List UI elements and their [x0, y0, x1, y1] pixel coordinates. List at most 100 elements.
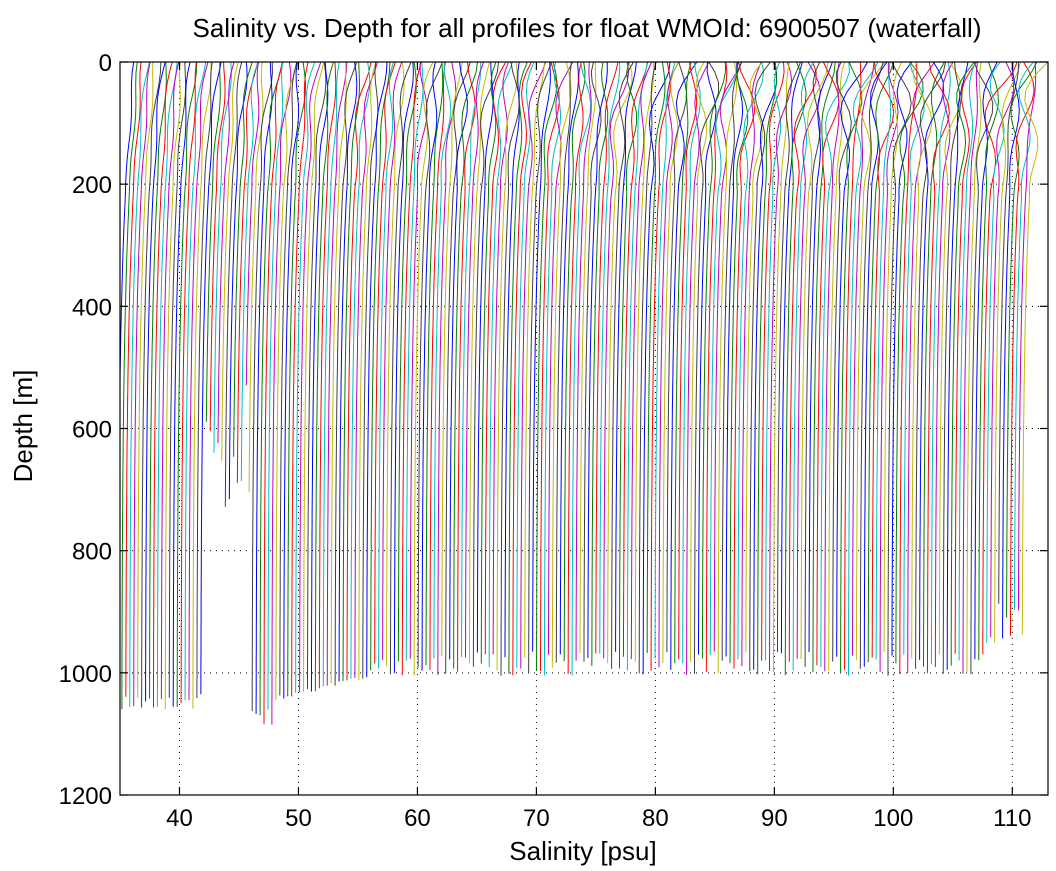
- profile-line: [217, 61, 235, 444]
- profile-line: [133, 61, 151, 707]
- profile-line: [765, 61, 782, 661]
- profile-line: [492, 61, 509, 655]
- profile-line: [362, 61, 379, 679]
- profile-line: [808, 61, 833, 653]
- profile-line: [421, 61, 438, 671]
- profile-line: [153, 61, 173, 708]
- profile-line: [330, 61, 347, 683]
- profile-line: [658, 61, 680, 668]
- profile-line: [382, 61, 403, 660]
- profile-line: [875, 61, 892, 660]
- profile-line: [251, 61, 274, 712]
- profile-line: [236, 61, 259, 484]
- profile-line: [271, 61, 292, 725]
- profile-line: [233, 61, 253, 457]
- profile-line: [540, 61, 560, 671]
- profile-line: [121, 61, 138, 710]
- profile-line: [611, 61, 634, 669]
- profile-line: [757, 61, 777, 675]
- profile-line: [213, 61, 232, 453]
- x-tick-label: 50: [285, 805, 312, 832]
- profile-line: [907, 61, 936, 673]
- profile-line: [125, 61, 142, 697]
- profile-line: [958, 61, 976, 661]
- profile-line: [630, 61, 653, 660]
- profile-line: [595, 61, 619, 654]
- profile-line: [599, 62, 621, 654]
- profile-line: [682, 61, 701, 664]
- profile-line: [209, 61, 226, 432]
- profile-line: [240, 61, 259, 482]
- profile-line: [761, 61, 785, 661]
- profile-line: [982, 61, 1018, 655]
- profile-line: [180, 61, 197, 704]
- profile-line: [496, 61, 518, 671]
- profile-line: [457, 61, 476, 672]
- profile-line: [425, 61, 444, 666]
- profile-line: [255, 61, 273, 714]
- profile-line: [378, 61, 395, 669]
- profile-line: [721, 61, 743, 661]
- profile-line: [962, 61, 978, 674]
- profile-line: [950, 61, 975, 666]
- profile-line: [662, 61, 679, 663]
- y-axis-ticks: 0 200 400 600 800 1000 1200: [59, 50, 1048, 810]
- profile-line: [1010, 61, 1035, 636]
- profile-line: [603, 61, 630, 659]
- profile-line: [405, 61, 424, 661]
- x-tick-label: 40: [166, 805, 193, 832]
- profile-line: [701, 61, 727, 659]
- profile-line: [946, 61, 969, 670]
- profile-line: [476, 61, 494, 653]
- profile-line: [725, 61, 744, 657]
- profile-line: [887, 61, 912, 676]
- profile-line: [245, 61, 260, 386]
- profile-line: [413, 61, 434, 676]
- profile-line: [504, 61, 520, 658]
- profile-line: [267, 61, 284, 710]
- y-tick-label: 400: [72, 294, 112, 321]
- x-tick-label: 100: [873, 805, 913, 832]
- profile-line: [291, 61, 309, 697]
- profile-line: [334, 61, 358, 686]
- profile-line: [626, 61, 648, 671]
- profile-line: [820, 61, 850, 667]
- profile-line: [753, 61, 778, 670]
- profile-line: [800, 61, 829, 660]
- profile-line: [184, 61, 207, 701]
- profile-line: [145, 61, 166, 702]
- profile-line: [836, 61, 868, 657]
- profile-line: [587, 61, 608, 658]
- profile-line: [397, 61, 417, 662]
- profile-line: [788, 61, 817, 662]
- profile-line: [871, 61, 895, 658]
- x-tick-label: 70: [523, 805, 550, 832]
- profile-line: [449, 61, 468, 660]
- profile-line: [437, 61, 457, 675]
- y-tick-label: 0: [99, 50, 112, 77]
- profile-line: [705, 61, 728, 673]
- profile-line: [773, 61, 790, 672]
- profile-line: [575, 61, 592, 661]
- profile-line: [883, 61, 903, 652]
- profile-line: [512, 61, 532, 676]
- profile-line: [966, 61, 982, 673]
- profile-line: [717, 61, 738, 674]
- profile-line: [1002, 61, 1020, 639]
- profile-line: [129, 61, 150, 707]
- profile-line: [930, 61, 951, 665]
- x-tick-label: 80: [642, 805, 669, 832]
- profile-line: [480, 61, 497, 664]
- profile-line: [674, 61, 692, 664]
- profile-line: [192, 61, 212, 709]
- profile-line: [998, 61, 1020, 604]
- profile-line: [911, 61, 933, 659]
- profile-line: [342, 61, 361, 682]
- x-tick-label: 60: [404, 805, 431, 832]
- profile-line: [571, 61, 592, 676]
- profile-line: [307, 61, 327, 689]
- profile-line: [828, 61, 845, 671]
- profile-line: [508, 61, 528, 675]
- profile-line: [804, 61, 821, 667]
